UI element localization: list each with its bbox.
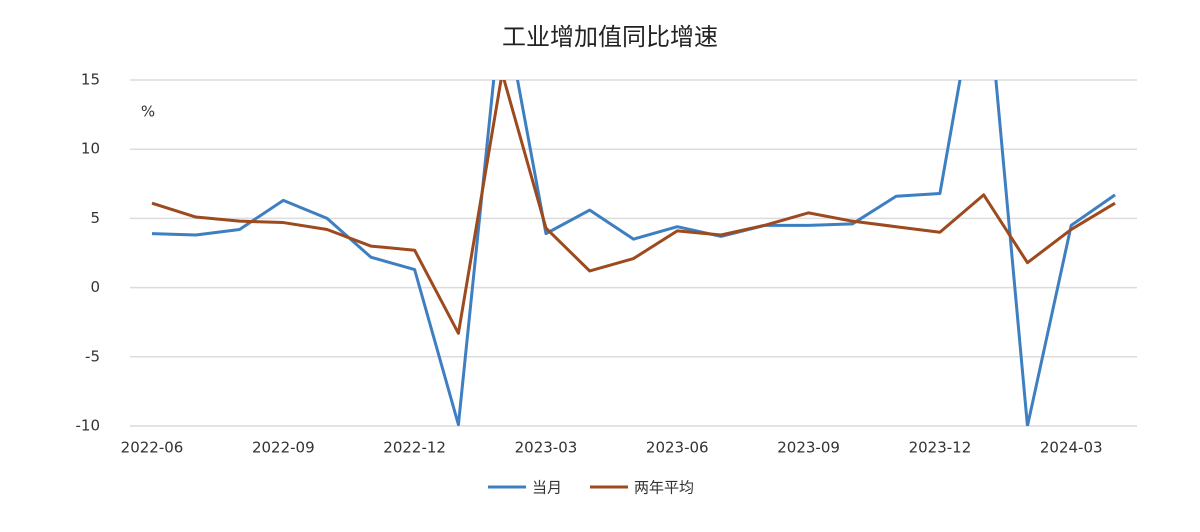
x-tick-label: 2023-03: [515, 439, 578, 457]
y-tick-label: -10: [76, 417, 101, 435]
y-tick-label: 15: [81, 71, 100, 89]
y-tick-label: 0: [90, 278, 100, 296]
legend-label: 两年平均: [634, 479, 694, 497]
x-tick-label: 2022-09: [252, 439, 315, 457]
legend-label: 当月: [532, 479, 562, 497]
x-tick-label: 2022-06: [121, 439, 184, 457]
x-tick-label: 2023-06: [646, 439, 709, 457]
plot-area: [151, 80, 1116, 426]
x-tick-label: 2023-12: [909, 439, 972, 457]
unit-label: %: [141, 103, 155, 121]
x-tick-label: 2023-09: [777, 439, 840, 457]
series-line: [151, 80, 1116, 335]
x-tick-label: 2022-12: [383, 439, 446, 457]
x-tick-label: 2024-03: [1040, 439, 1103, 457]
y-tick-label: 5: [90, 209, 100, 227]
y-tick-label: -5: [85, 347, 100, 365]
chart-title: 工业增加值同比增速: [502, 23, 718, 51]
series-line: [151, 80, 1116, 426]
y-tick-label: 10: [81, 140, 100, 158]
